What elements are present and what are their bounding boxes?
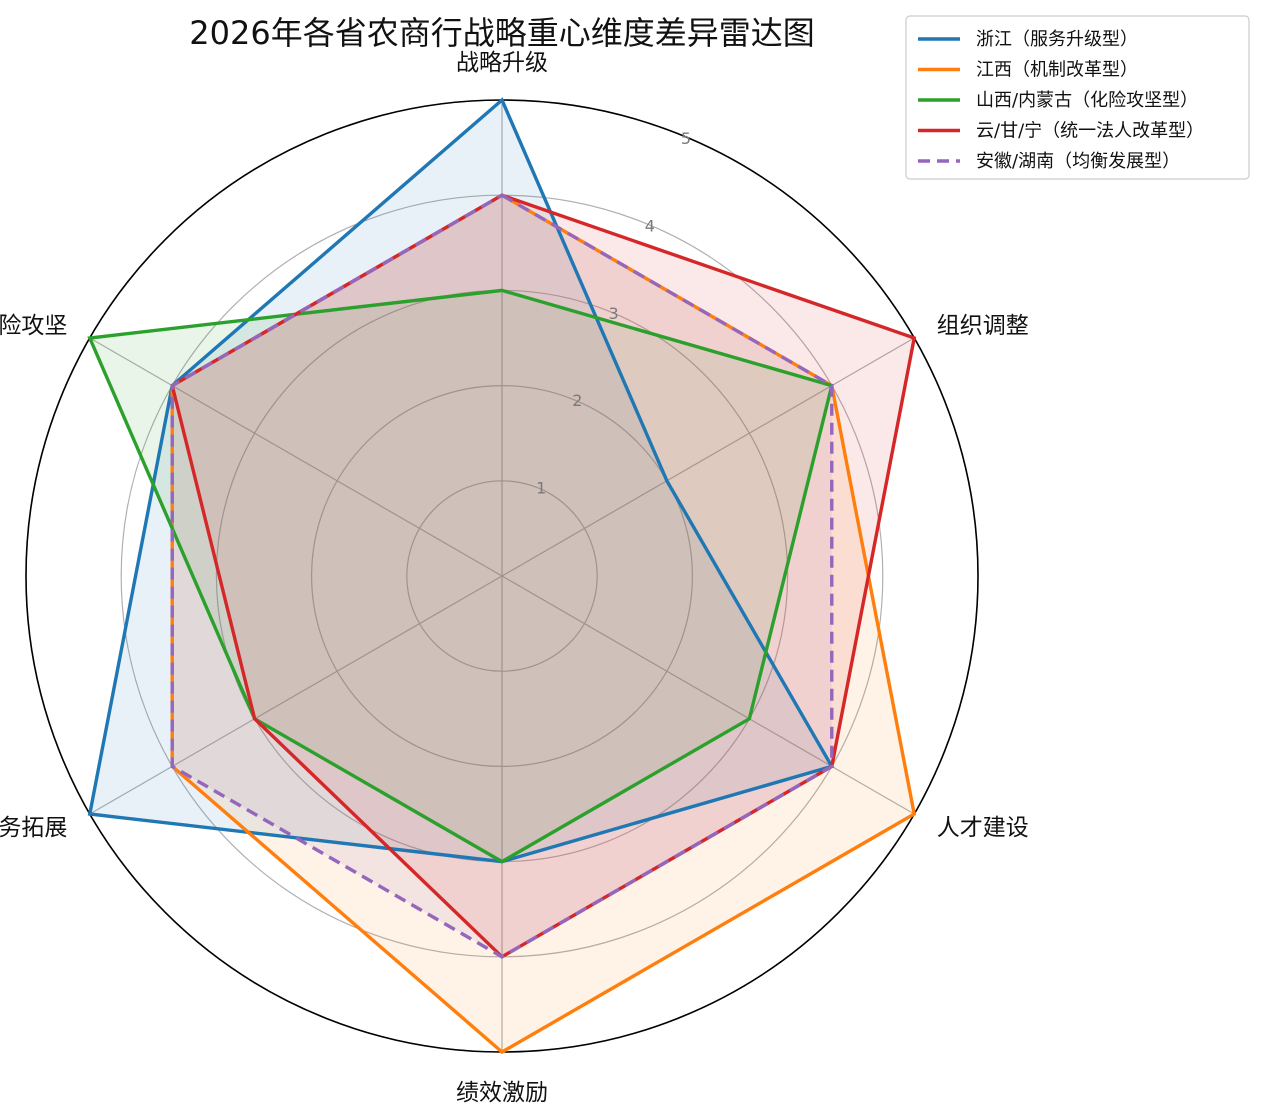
spoke-line xyxy=(501,337,915,577)
legend-frame xyxy=(905,15,1250,180)
legend-entry: 山西/内蒙古（化险攻坚型） xyxy=(976,90,1198,111)
radial-tick-label: 2 xyxy=(572,391,582,410)
legend-entry: 江西（机制改革型） xyxy=(976,60,1138,81)
radial-tick-label: 1 xyxy=(536,479,546,498)
series-lines xyxy=(87,97,917,1055)
axis-label: 组织调整 xyxy=(937,313,1029,339)
legend-entry: 云/甘/宁（统一法人改革型） xyxy=(976,121,1204,142)
axis-label: 绩效激励 xyxy=(456,1080,548,1106)
series-fill xyxy=(89,100,832,862)
series-fill xyxy=(172,195,915,1052)
axis-label: 人才建设 xyxy=(937,815,1029,841)
spoke-line xyxy=(89,337,503,577)
radial-tick-labels: 1 2 3 4 5 xyxy=(536,129,691,498)
axis-label: 业务拓展 xyxy=(0,815,67,841)
radial-tick-label: 4 xyxy=(645,216,655,235)
grid-circle xyxy=(311,385,693,767)
axis-label: 风险攻坚 xyxy=(0,313,67,339)
series-line xyxy=(170,193,834,959)
axis-label: 战略升级 xyxy=(456,50,548,76)
radial-tick-label: 3 xyxy=(609,304,619,323)
radial-tick-label: 5 xyxy=(681,129,691,148)
spoke-line xyxy=(89,575,503,815)
series-fill xyxy=(172,195,915,957)
series-fills xyxy=(89,100,915,1052)
legend-entry: 安徽/湖南（均衡发展型） xyxy=(976,151,1180,172)
chart-title: 2026年各省农商行战略重心维度差异雷达图 xyxy=(189,14,814,52)
legend-entry: 浙江（服务升级型） xyxy=(976,29,1138,50)
grid-circle xyxy=(406,480,598,672)
spoke-line xyxy=(501,575,915,815)
legend: 浙江（服务升级型） 江西（机制改革型） 山西/内蒙古（化险攻坚型） 云/甘/宁（统一法… xyxy=(905,15,1250,180)
